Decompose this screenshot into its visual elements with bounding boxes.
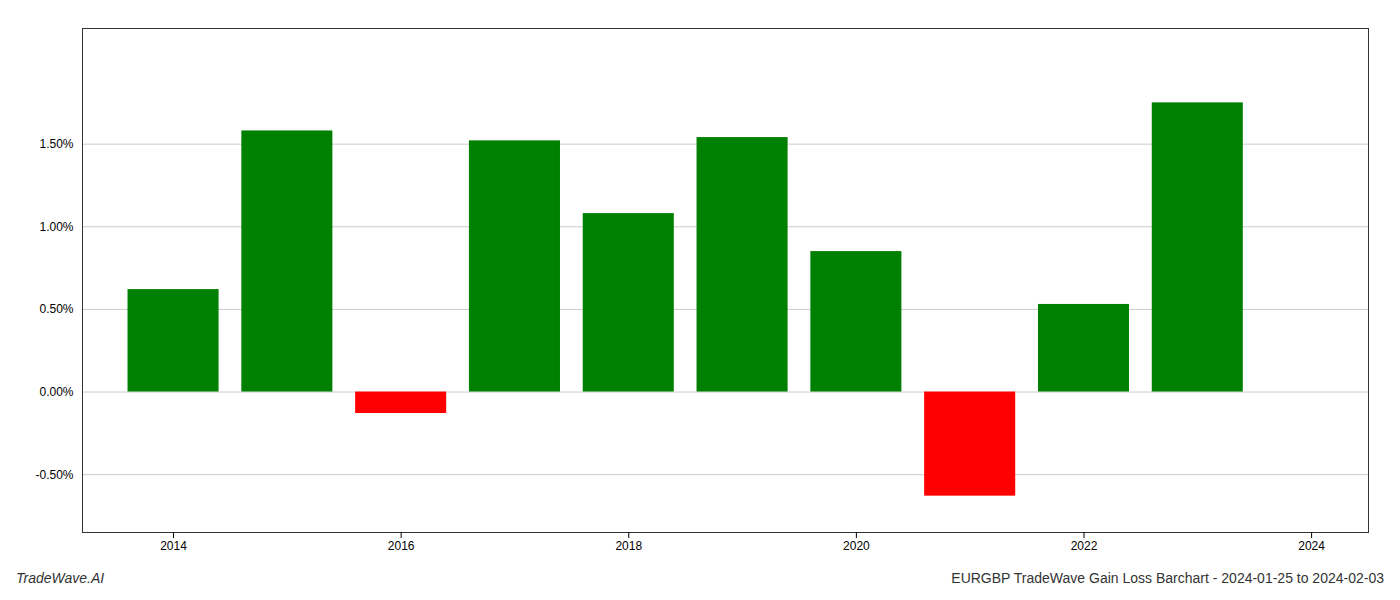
svg-text:-0.50%: -0.50% — [35, 468, 73, 482]
svg-text:0.00%: 0.00% — [39, 385, 73, 399]
svg-text:2016: 2016 — [388, 539, 415, 553]
html-text:EURGBP TradeWave Gain Loss Bar: EURGBP TradeWave Gain Loss Barchart - 20… — [951, 570, 1384, 586]
html-text:TradeWave.AI: TradeWave.AI — [16, 570, 105, 586]
svg-text:1.50%: 1.50% — [39, 137, 73, 151]
svg-text:2018: 2018 — [615, 539, 642, 553]
svg-text:2014: 2014 — [160, 539, 187, 553]
svg-text:0.50%: 0.50% — [39, 302, 73, 316]
svg-text:2024: 2024 — [1298, 539, 1325, 553]
svg-text:2020: 2020 — [843, 539, 870, 553]
svg-text:2022: 2022 — [1071, 539, 1098, 553]
svg-text:1.00%: 1.00% — [39, 220, 73, 234]
